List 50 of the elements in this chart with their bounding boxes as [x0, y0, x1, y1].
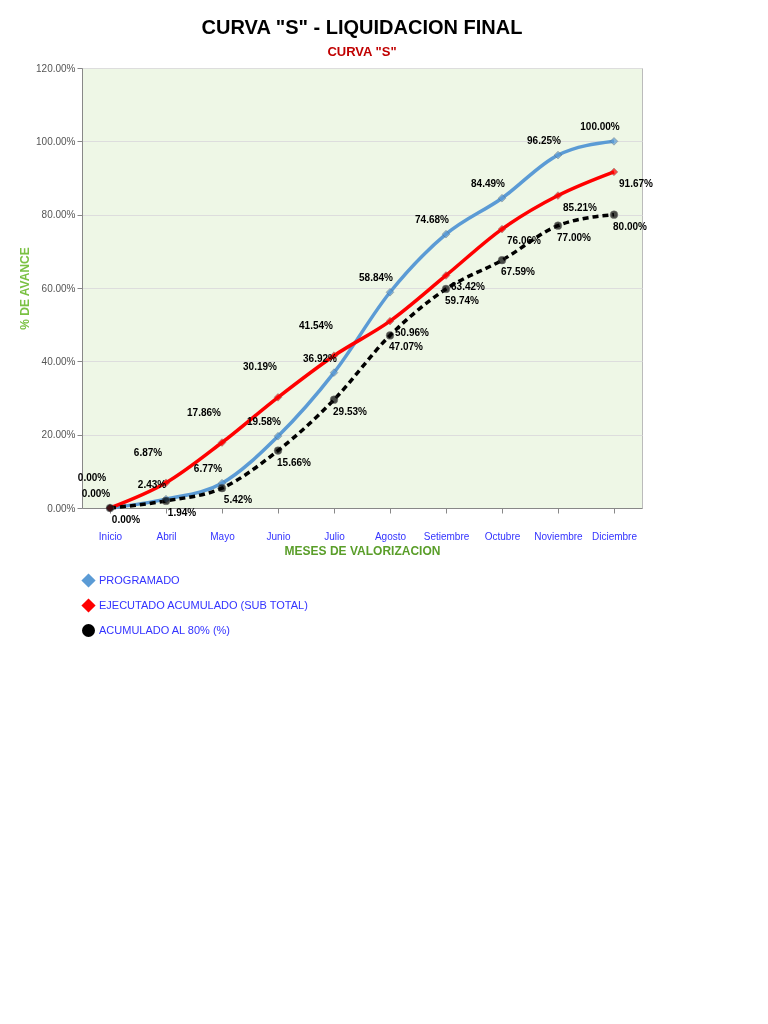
legend-label: EJECUTADO ACUMULADO (SUB TOTAL): [99, 598, 308, 611]
data-label: 0.00%: [77, 472, 107, 483]
x-tick-label: Mayo: [210, 530, 236, 542]
legend-label: PROGRAMADO: [99, 573, 181, 586]
x-axis-title: MESES DE VALORIZACION: [284, 543, 441, 558]
data-label: 74.68%: [415, 214, 450, 226]
data-label: 29.53%: [333, 405, 368, 417]
x-tick-label: Octubre: [484, 530, 521, 542]
data-label: 100.00%: [580, 121, 620, 133]
chart-subtitle: CURVA "S": [327, 44, 397, 59]
x-tick-label: Julio: [324, 530, 346, 542]
data-label: 59.74%: [445, 294, 480, 306]
data-label: 50.96%: [395, 327, 430, 339]
data-label: 47.07%: [389, 341, 424, 353]
y-tick-label: 80.00%: [41, 209, 76, 221]
data-label: 0.00%: [111, 514, 141, 525]
data-label: 5.42%: [223, 494, 253, 506]
x-tick-label: Junio: [266, 530, 291, 542]
x-tick-label: Agosto: [374, 530, 407, 542]
x-tick-label: Noviembre: [534, 530, 584, 542]
y-tick-label: 100.00%: [36, 135, 76, 147]
x-tick-label: Inicio: [98, 530, 123, 542]
data-label: 0.00%: [81, 488, 111, 499]
data-label: 67.59%: [501, 266, 536, 278]
x-tick-label: Abril: [156, 530, 177, 542]
data-label: 15.66%: [277, 456, 312, 468]
data-label: 6.87%: [133, 446, 163, 458]
data-label: 80.00%: [613, 220, 648, 232]
y-tick-label: 40.00%: [41, 355, 76, 367]
y-tick-label: 60.00%: [41, 282, 76, 294]
x-tick-label: Setiembre: [423, 530, 470, 542]
data-label: 1.94%: [167, 506, 197, 518]
y-tick-label: 0.00%: [47, 502, 76, 514]
data-label: 85.21%: [563, 201, 598, 213]
data-label: 96.25%: [527, 135, 562, 147]
y-axis-title: % DE AVANCE: [18, 247, 33, 330]
data-label: 19.58%: [247, 416, 282, 428]
data-label: 30.19%: [243, 361, 278, 373]
y-tick-label: 20.00%: [41, 429, 76, 441]
data-label: 77.00%: [557, 231, 592, 243]
data-label: 84.49%: [471, 178, 506, 190]
data-label: 58.84%: [359, 272, 394, 284]
y-tick-label: 120.00%: [36, 62, 76, 74]
legend-label: ACUMULADO AL 80% (%): [99, 623, 231, 636]
data-label: 91.67%: [619, 177, 654, 189]
data-label: 17.86%: [187, 406, 222, 418]
x-tick-label: Diciembre: [591, 530, 638, 542]
data-label: 41.54%: [299, 319, 334, 331]
data-label: 6.77%: [193, 463, 223, 475]
chart-title: CURVA "S" - LIQUIDACION FINAL: [201, 16, 523, 38]
